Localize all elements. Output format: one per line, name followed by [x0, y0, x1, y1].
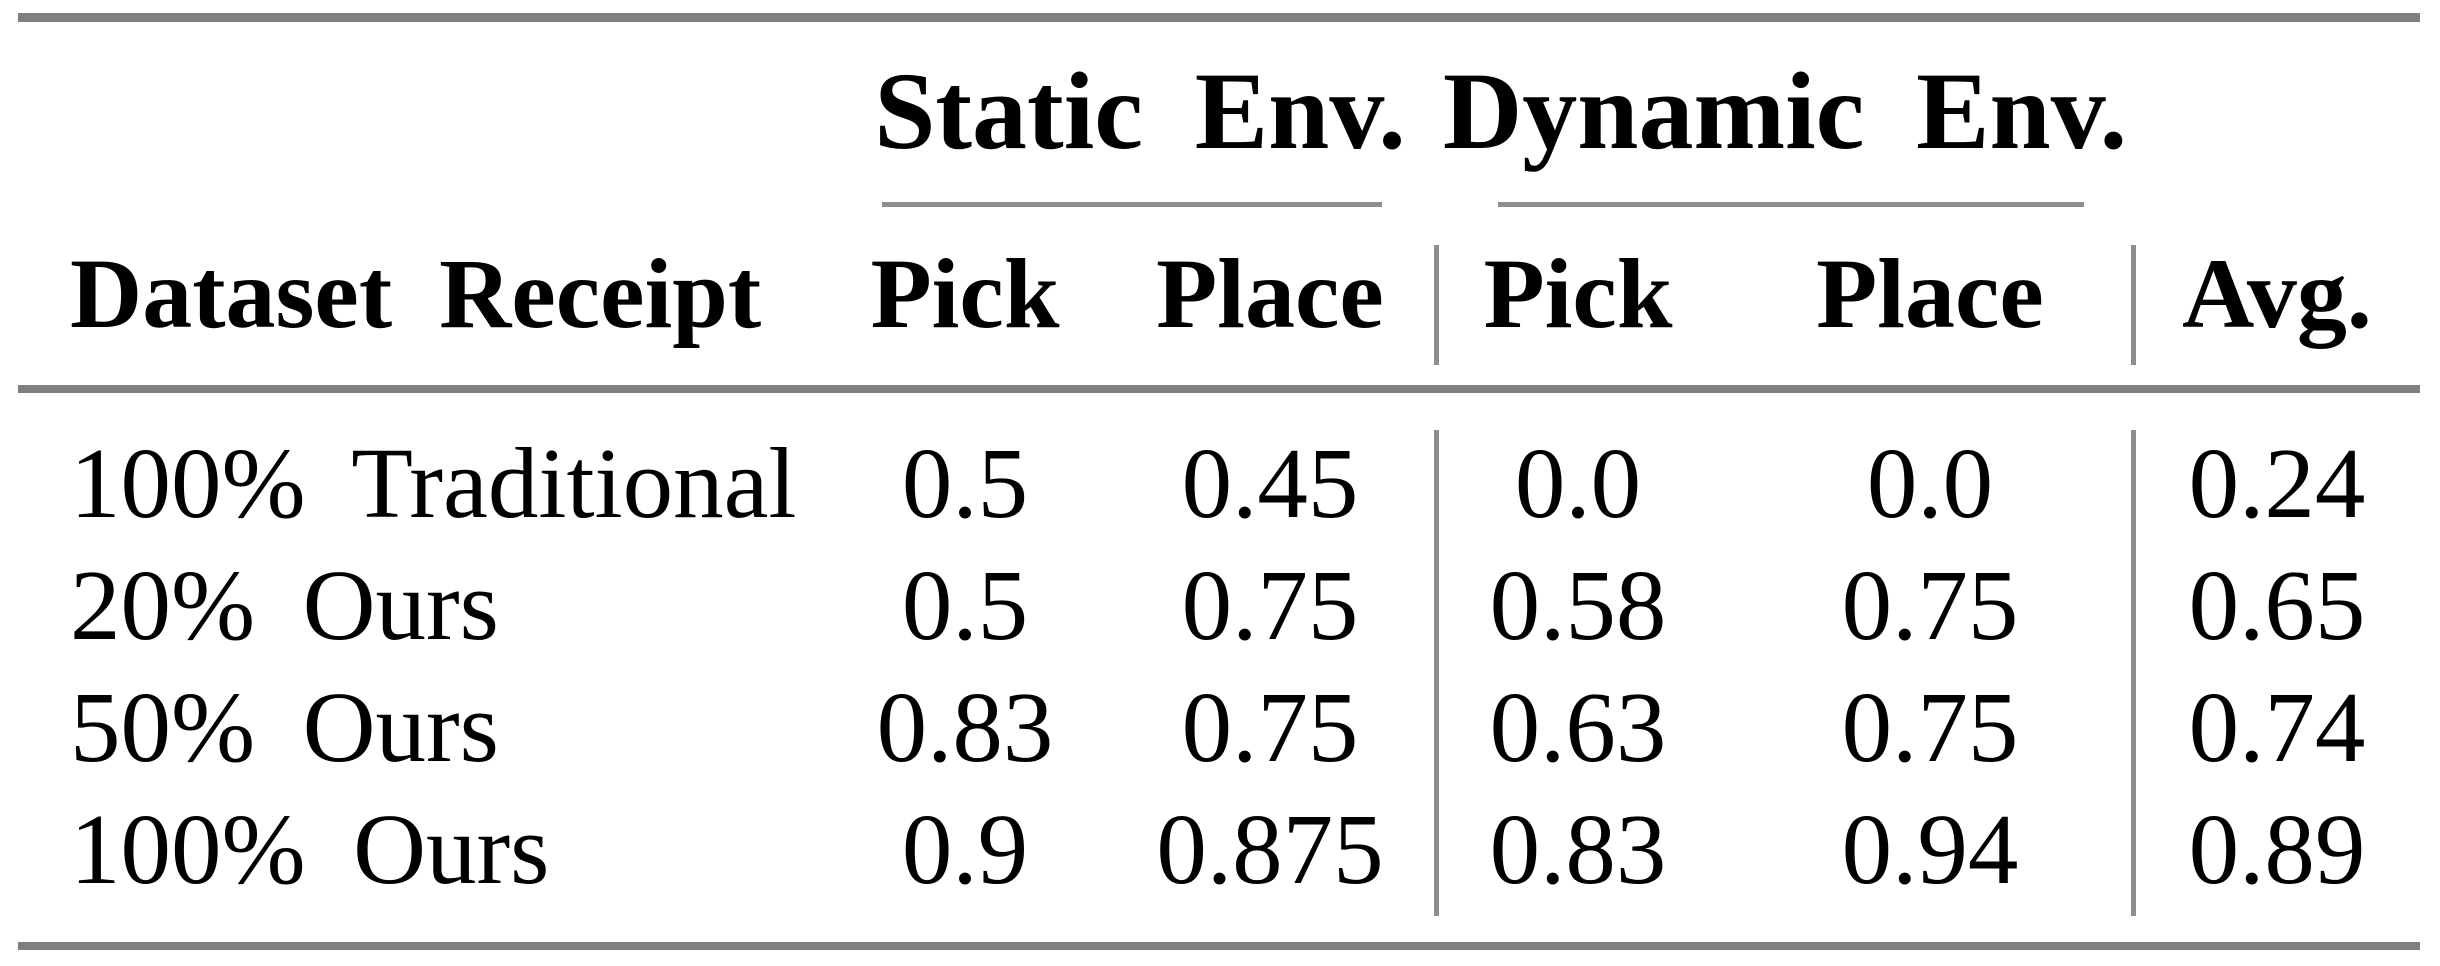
row-label: 100% Ours: [70, 793, 550, 905]
group-header-dynamic-env: Dynamic Env.: [1442, 50, 2128, 172]
cell-dynamic-place: 0.75: [1841, 671, 2019, 783]
cell-dynamic-pick: 0.83: [1489, 793, 1667, 905]
column-header-row: Dataset Receipt Pick Place Pick Place Av…: [18, 234, 2420, 354]
cmidrule-static-env: [882, 202, 1382, 207]
column-header-dataset-receipt: Dataset Receipt: [70, 238, 762, 349]
table-row: 100% Traditional 0.5 0.45 0.0 0.0 0.24: [18, 422, 2420, 544]
cell-avg: 0.74: [2188, 671, 2366, 783]
table-row: 20% Ours 0.5 0.75 0.58 0.75 0.65: [18, 544, 2420, 666]
cell-avg: 0.24: [2188, 427, 2366, 539]
cell-dynamic-place: 0.75: [1841, 549, 2019, 661]
cell-static-place: 0.75: [1181, 671, 1359, 783]
cell-dynamic-place: 0.0: [1866, 427, 1994, 539]
vertical-rule-static-dynamic-header: [1434, 245, 1439, 365]
column-header-dynamic-pick: Pick: [1483, 238, 1673, 349]
cell-avg: 0.89: [2188, 793, 2366, 905]
table-header-midrule: [18, 385, 2420, 393]
cell-dynamic-pick: 0.63: [1489, 671, 1667, 783]
column-header-static-place: Place: [1156, 238, 1384, 349]
row-label: 20% Ours: [70, 549, 499, 661]
vertical-rule-static-dynamic-body: [1434, 430, 1439, 916]
cell-dynamic-pick: 0.58: [1489, 549, 1667, 661]
cell-static-place: 0.45: [1181, 427, 1359, 539]
table-row: 100% Ours 0.9 0.875 0.83 0.94 0.89: [18, 788, 2420, 910]
cell-avg: 0.65: [2188, 549, 2366, 661]
cell-static-pick: 0.5: [901, 549, 1029, 661]
column-header-dynamic-place: Place: [1816, 238, 2044, 349]
row-label: 50% Ours: [70, 671, 499, 783]
cell-dynamic-pick: 0.0: [1514, 427, 1642, 539]
cell-static-pick: 0.83: [876, 671, 1054, 783]
column-group-header-row: Static Env. Dynamic Env.: [18, 46, 2420, 176]
cell-dynamic-place: 0.94: [1841, 793, 2019, 905]
cell-static-place: 0.875: [1156, 793, 1384, 905]
table-bottom-rule: [18, 942, 2420, 950]
cell-static-pick: 0.5: [901, 427, 1029, 539]
cmidrule-dynamic-env: [1498, 202, 2084, 207]
table-row: 50% Ours 0.83 0.75 0.63 0.75 0.74: [18, 666, 2420, 788]
cell-static-place: 0.75: [1181, 549, 1359, 661]
vertical-rule-dynamic-avg-body: [2131, 430, 2136, 916]
group-header-static-env: Static Env.: [874, 50, 1406, 172]
results-table: Static Env. Dynamic Env. Dataset Receipt…: [18, 13, 2420, 950]
column-header-avg: Avg.: [2182, 238, 2372, 349]
vertical-rule-dynamic-avg-header: [2131, 245, 2136, 365]
cell-static-pick: 0.9: [901, 793, 1029, 905]
row-label: 100% Traditional: [70, 427, 797, 539]
table-top-rule: [18, 13, 2420, 22]
column-header-static-pick: Pick: [870, 238, 1060, 349]
